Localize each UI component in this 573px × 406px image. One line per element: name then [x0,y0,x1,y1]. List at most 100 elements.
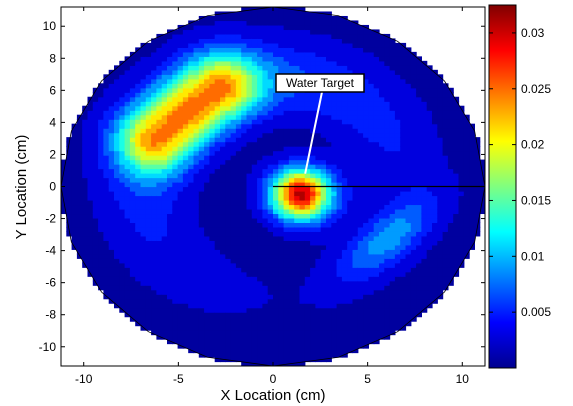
contour-cell [394,110,401,116]
contour-cell [373,92,380,98]
contour-cell [241,114,248,120]
contour-cell [447,195,454,201]
contour-cell [193,47,200,53]
contour-cell [410,110,417,116]
contour-cell [432,186,438,192]
contour-cell [331,123,338,129]
contour-cell [193,321,200,327]
contour-cell [251,51,258,57]
contour-cell [220,330,226,336]
contour-cell [416,298,422,304]
contour-cell [363,29,369,35]
contour-cell [257,168,263,174]
contour-cell [379,298,385,304]
contour-cell [389,195,396,201]
contour-cell [310,253,316,259]
contour-cell [140,150,147,156]
contour-cell [214,38,221,44]
contour-cell [336,119,343,125]
contour-cell [273,321,279,327]
contour-cell [193,92,200,98]
contour-cell [463,208,470,215]
contour-cell [278,146,285,152]
contour-cell [103,195,110,201]
contour-cell [267,307,274,313]
contour-cell [177,96,184,102]
contour-cell [373,168,380,174]
contour-cell [204,276,210,282]
contour-cell [299,231,306,237]
contour-cell [145,51,152,57]
contour-cell [400,307,407,313]
contour-cell [320,150,327,156]
contour-cell [230,294,237,300]
contour-cell [320,321,327,327]
contour-cell [463,123,470,129]
contour-cell [98,240,104,246]
contour-cell [278,15,285,22]
contour-cell [76,119,83,125]
contour-cell [235,42,242,48]
contour-cell [394,294,401,300]
contour-cell [92,244,99,250]
contour-cell [421,60,428,66]
contour-cell [145,316,152,322]
contour-cell [225,348,232,354]
contour-cell [447,141,454,147]
contour-cell [156,298,163,304]
contour-cell [209,240,216,246]
contour-cell [135,119,142,125]
contour-cell [267,249,274,255]
contour-cell [114,303,120,309]
contour-cell [326,357,332,363]
contour-cell [188,213,195,219]
contour-cell [341,343,348,349]
contour-cell [230,343,237,349]
contour-cell [331,285,338,291]
contour-cell [331,137,338,143]
contour-cell [267,213,274,219]
contour-cell [209,348,216,354]
contour-cell [156,276,163,282]
contour-cell [421,240,428,246]
contour-cell [220,235,226,241]
contour-cell [177,128,184,134]
contour-cell [410,249,417,255]
contour-cell [294,303,301,309]
contour-cell [278,128,285,134]
contour-cell [151,253,157,259]
contour-cell [156,334,163,340]
contour-cell [98,92,104,98]
contour-cell [288,141,295,147]
contour-cell [278,289,285,295]
contour-cell [421,74,428,80]
contour-cell [432,105,438,111]
contour-cell [209,267,216,273]
contour-cell [400,51,407,57]
contour-cell [129,262,136,268]
contour-cell [394,119,401,125]
contour-cell [172,146,179,152]
contour-cell [299,199,306,206]
contour-cell [405,60,412,66]
contour-cell [151,83,157,89]
contour-cell [267,119,274,125]
contour-cell [315,128,322,134]
contour-cell [458,186,465,192]
contour-cell [421,208,428,215]
contour-cell [182,29,189,35]
contour-cell [108,146,115,152]
contour-cell [432,128,438,134]
contour-cell [352,177,359,183]
contour-cell [156,87,163,93]
contour-cell [278,280,285,286]
contour-cell [262,186,269,192]
contour-cell [379,276,385,282]
contour-cell [352,42,359,48]
contour-cell [400,87,407,93]
contour-cell [151,294,157,300]
contour-cell [103,182,110,188]
contour-cell [288,321,295,327]
contour-cell [76,195,83,201]
contour-cell [241,334,248,340]
